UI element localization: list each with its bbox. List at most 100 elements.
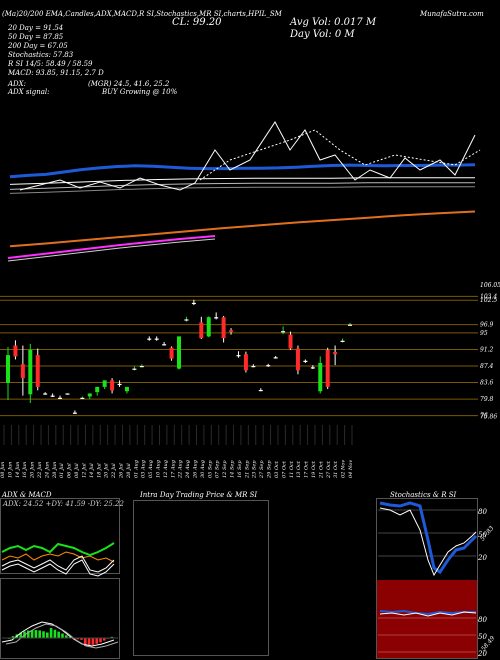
adx-plus-di-line (1, 542, 115, 557)
rsi-axis-20: 20 (478, 650, 487, 658)
macd-histogram-bar (38, 630, 41, 638)
macd-histogram-bar (57, 631, 60, 638)
date-tick-label: 10 Jun (7, 462, 13, 478)
date-tick-label: 19 Oct (311, 460, 317, 478)
adx-label: ADX: (8, 80, 27, 88)
date-tick-label: 24 Jun (44, 462, 50, 479)
date-tick-label: 31 Oct (333, 460, 339, 478)
macd-histogram-bar (91, 638, 95, 645)
stoch-rsi-frame (376, 498, 478, 659)
macd-histogram-bar (65, 635, 68, 638)
candle-body (28, 349, 33, 395)
candle-body (80, 397, 85, 399)
date-tick-label: 08 Jul (74, 463, 80, 478)
price-tick-label: 91.2 (480, 346, 494, 353)
stoch-k-line (379, 501, 478, 575)
macd-histogram-bar (87, 638, 91, 646)
date-tick-label: 26 Aug (193, 460, 199, 479)
candle-body (281, 331, 286, 333)
intraday-panel-frame (133, 500, 269, 656)
date-tick-label: 27 Oct (326, 460, 332, 479)
avg-volume-label: Avg Vol: 0.017 M (290, 17, 377, 28)
date-tick-label: 04 Nov (348, 460, 354, 478)
candle-body (325, 349, 330, 387)
adx-line-secondary (1, 559, 115, 577)
candle-body (214, 317, 219, 319)
candle-body (258, 389, 263, 392)
candle-body (199, 322, 204, 339)
candle-body (154, 338, 159, 340)
price-tick-label: 83.6 (480, 380, 494, 387)
candle-body (333, 352, 338, 355)
ema-envelope-line (9, 186, 475, 194)
stoch-axis-80: 80 (478, 508, 487, 516)
candle-body (184, 319, 189, 321)
rsi-axis-50: 50 (478, 633, 487, 641)
ema20-info: 20 Day = 91.54 (8, 24, 64, 32)
candle-body (266, 365, 271, 367)
date-tick-label: 11 Oct (289, 460, 295, 478)
site-label: MunafaSutra.com (420, 10, 484, 18)
rsi-axis-80: 80 (478, 616, 487, 624)
macd-histogram-bar (30, 630, 34, 638)
date-tick-label: 14 Jun (15, 462, 21, 478)
date-tick-label: 05 Aug (148, 460, 154, 478)
intraday-panel-title: Intra Day Trading Price & MR SI (140, 491, 258, 499)
macd-histogram-bar (19, 632, 22, 638)
ema-line (9, 163, 476, 179)
date-tick-label: 17 Oct (304, 460, 310, 478)
date-tick-label: 26 Jul (119, 463, 125, 479)
date-tick-label: 27 Sep (259, 460, 265, 479)
date-tick-label: 22 Aug (178, 460, 184, 479)
adx-line (1, 555, 115, 573)
candle-body (58, 397, 63, 399)
date-tick-label: 30 Aug (200, 460, 206, 478)
candle-body (229, 330, 234, 333)
adx-panel-values: ADX: 24.52 +DY: 41.59 -DY: 25.22 (3, 500, 124, 508)
ema50-info: 50 Day = 87.85 (8, 33, 64, 41)
candle-body (20, 364, 25, 379)
candle-body (6, 355, 10, 383)
macd-histogram-bar (95, 638, 98, 644)
macd-histogram-bar (11, 636, 15, 638)
macd-histogram-bar (76, 638, 79, 640)
date-tick-label: 01 Aug (133, 460, 139, 478)
date-tick-label: 28 Jun (52, 462, 58, 479)
ema-line (9, 210, 476, 248)
candle-body (102, 380, 107, 387)
stoch-panel-title: Stochastics & R SI (390, 491, 457, 499)
adx-signal-value: BUY Growing @ 10% (102, 88, 178, 96)
price-tick-label: 102.5 (480, 297, 497, 304)
date-tick-label: 03 Oct (274, 460, 280, 478)
day-volume-label: Day Vol: 0 M (290, 29, 355, 40)
date-tick-label: 21 Oct (318, 460, 324, 479)
macd-histogram-bar (46, 632, 49, 638)
candle-body (110, 380, 115, 391)
candle-body (251, 366, 256, 368)
macd-info: MACD: 93.85, 91.15, 2.7 D (8, 69, 104, 77)
candle-body (169, 347, 174, 359)
close-price-line (19, 121, 476, 191)
date-tick-label: 12 Jul (81, 463, 87, 478)
macd-signal-line (5, 623, 119, 649)
price-tick-label: 87.4 (480, 363, 494, 370)
candle-body (147, 338, 152, 340)
candle-body (87, 393, 92, 397)
price-tick-label: 95 (480, 330, 488, 337)
lower-band-shadow (7, 238, 216, 262)
candle-body (139, 366, 144, 368)
date-tick-label: 22 Jun (37, 462, 43, 479)
candle-body (65, 393, 70, 395)
price-tick-label: 96.9 (480, 322, 494, 329)
rsi-info: R SI 14/5: 58.49 / 58.59 (8, 60, 93, 68)
candle-body (124, 386, 129, 392)
candle-body (191, 302, 196, 305)
rsi-panel-bg (377, 580, 477, 658)
date-tick-label: 20 Jun (30, 462, 36, 479)
adx-signal-label: ADX signal: (8, 88, 50, 96)
candle-body (95, 386, 100, 393)
stoch-axis-50: 50 (478, 531, 487, 539)
candle-body (295, 348, 300, 371)
candle-body (50, 395, 55, 397)
